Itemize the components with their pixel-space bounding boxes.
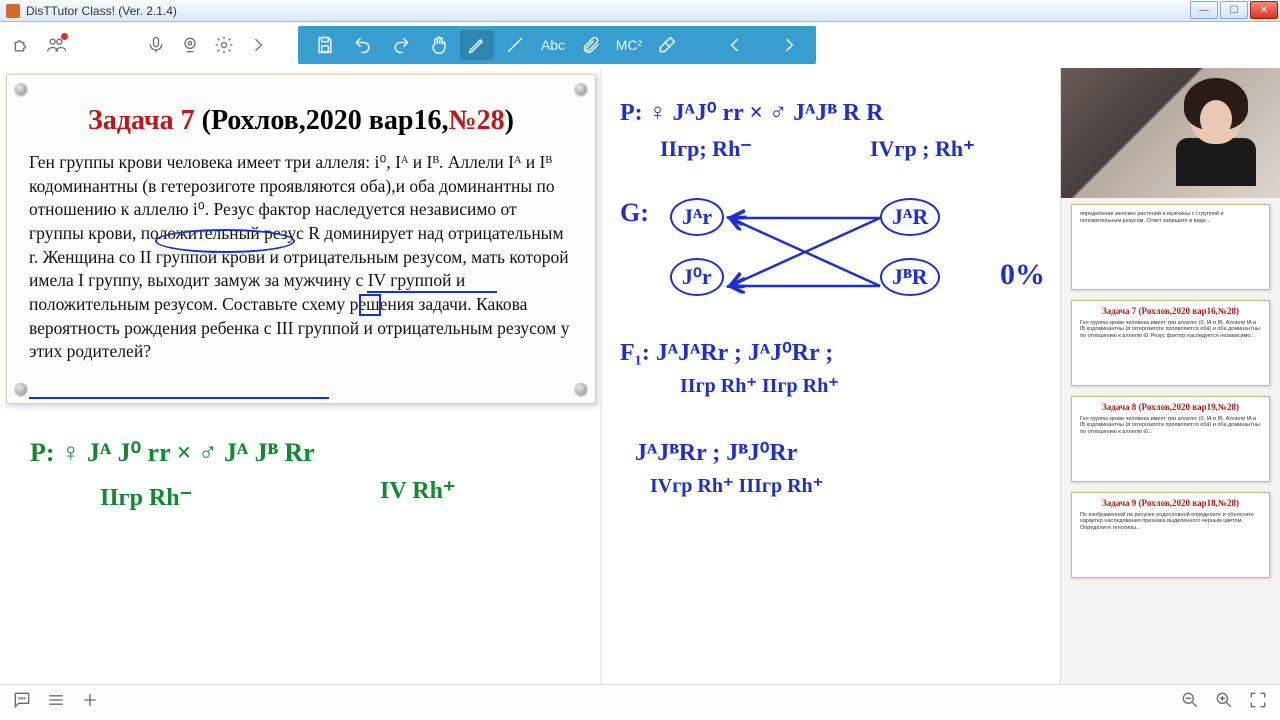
slide-thumbnail[interactable]: Задача 7 (Рохлов,2020 вар16,№28) Ген гру… xyxy=(1071,300,1270,386)
app-logo xyxy=(6,4,20,18)
pin-icon xyxy=(15,83,27,95)
save-icon[interactable] xyxy=(308,30,342,60)
genotype-circle: Jᴬr xyxy=(670,198,724,236)
thumb-body: Ген группы крови человека имеет три алле… xyxy=(1080,320,1261,368)
handwriting: IVгр Rh⁺ IIIгр Rh⁺ xyxy=(650,473,823,498)
handwriting: 0% xyxy=(1000,258,1045,292)
handwriting: IIгр; Rh⁻ xyxy=(660,136,752,162)
zoom-in-icon[interactable] xyxy=(1214,690,1234,715)
settings-gear-icon[interactable] xyxy=(210,31,238,59)
window-title: DisTTutor Class! (Ver. 2.1.4) xyxy=(26,4,177,18)
pin-icon xyxy=(15,383,27,395)
thumb-body: По изображенной на рисунке родословной о… xyxy=(1080,512,1261,560)
chevron-right-icon[interactable] xyxy=(244,31,272,59)
slide-body: Ген группы крови человека имеет три алле… xyxy=(29,151,573,364)
undo-icon[interactable] xyxy=(346,30,380,60)
handwriting: JᴬJᴮRr ; JᴮJ⁰Rr xyxy=(635,438,797,467)
handwriting: IIгр Rh⁻ xyxy=(100,483,192,512)
add-page-icon[interactable] xyxy=(80,690,100,715)
handwriting: IVгр ; Rh⁺ xyxy=(870,136,975,162)
slide-thumbnail[interactable]: определение женских растений и мужчины с… xyxy=(1071,204,1270,290)
puzzle-icon[interactable] xyxy=(8,31,36,59)
whiteboard-canvas[interactable]: Задача 7 (Рохлов,2020 вар16,№28) Ген гру… xyxy=(0,68,1060,684)
handwriting: G: xyxy=(620,198,649,228)
close-button[interactable]: ✕ xyxy=(1250,1,1278,19)
text-tool[interactable]: Abc xyxy=(536,30,570,60)
handwriting: P: ♀ Jᴬ J⁰ rr × ♂ Jᴬ Jᴮ Rr xyxy=(30,438,315,468)
handwriting: P: ♀ JᴬJ⁰ rr × ♂ JᴬJᴮ R R xyxy=(620,98,883,127)
slide-title: Задача 7 (Рохлов,2020 вар16,№28) xyxy=(37,105,565,137)
handwriting: IV Rh⁺ xyxy=(380,476,456,505)
window-controls: — ☐ ✕ xyxy=(1190,0,1280,21)
prev-slide-icon[interactable] xyxy=(718,30,752,60)
attachment-icon[interactable] xyxy=(574,30,608,60)
line-icon[interactable] xyxy=(498,30,532,60)
fullscreen-icon[interactable] xyxy=(1248,690,1268,715)
menu-icon[interactable] xyxy=(46,690,66,715)
cross-arrows xyxy=(720,206,890,306)
right-panel: определение женских растений и мужчины с… xyxy=(1060,68,1280,684)
chat-icon[interactable] xyxy=(12,690,32,715)
redo-icon[interactable] xyxy=(384,30,418,60)
thumb-body: Ген группы крови человека имеет три алле… xyxy=(1080,416,1261,464)
canvas-divider xyxy=(600,68,602,684)
slide-thumbnail[interactable]: Задача 8 (Рохлов,2020 вар19,№28) Ген гру… xyxy=(1071,396,1270,482)
zoom-out-icon[interactable] xyxy=(1180,690,1200,715)
hand-icon[interactable] xyxy=(422,30,456,60)
next-slide-icon[interactable] xyxy=(772,30,806,60)
slide-thumbnails: определение женских растений и мужчины с… xyxy=(1061,198,1280,684)
annotation-underline xyxy=(367,291,497,293)
handwriting: IIгр Rh⁺ IIгр Rh⁺ xyxy=(680,373,839,398)
webcam-feed[interactable] xyxy=(1061,68,1280,198)
drawing-ribbon: Abc MC² xyxy=(298,26,816,64)
minimize-button[interactable]: — xyxy=(1190,1,1218,19)
annotation-box xyxy=(359,294,381,316)
main-area: Задача 7 (Рохлов,2020 вар16,№28) Ген гру… xyxy=(0,68,1280,684)
pin-icon xyxy=(575,383,587,395)
thumb-body: определение женских растений и мужчины с… xyxy=(1080,211,1261,259)
participants-icon[interactable] xyxy=(42,31,70,59)
pen-icon[interactable] xyxy=(460,30,494,60)
bottom-toolbar xyxy=(0,684,1280,720)
thumb-title: Задача 8 (Рохлов,2020 вар19,№28) xyxy=(1080,403,1261,413)
thumb-title: Задача 7 (Рохлов,2020 вар16,№28) xyxy=(1080,307,1261,317)
window-titlebar: DisTTutor Class! (Ver. 2.1.4) — ☐ ✕ xyxy=(0,0,1280,22)
webcam-person xyxy=(1176,86,1256,186)
mic-icon[interactable] xyxy=(142,31,170,59)
handwriting: F₁: JᴬJᴬRr ; JᴬJ⁰Rr ; xyxy=(620,338,833,367)
genotype-circle: J⁰r xyxy=(670,258,724,296)
slide-card: Задача 7 (Рохлов,2020 вар16,№28) Ген гру… xyxy=(6,74,596,404)
slide-thumbnail[interactable]: Задача 9 (Рохлов,2020 вар18,№28) По изоб… xyxy=(1071,492,1270,578)
thumb-title: Задача 9 (Рохлов,2020 вар18,№28) xyxy=(1080,499,1261,509)
annotation-underline xyxy=(29,397,329,399)
formula-tool[interactable]: MC² xyxy=(612,30,646,60)
eraser-icon[interactable] xyxy=(650,30,684,60)
pin-icon xyxy=(575,83,587,95)
maximize-button[interactable]: ☐ xyxy=(1220,1,1248,19)
annotation-circle xyxy=(155,229,295,253)
top-toolbar: Abc MC² xyxy=(0,22,1280,68)
webcam-icon[interactable] xyxy=(176,31,204,59)
